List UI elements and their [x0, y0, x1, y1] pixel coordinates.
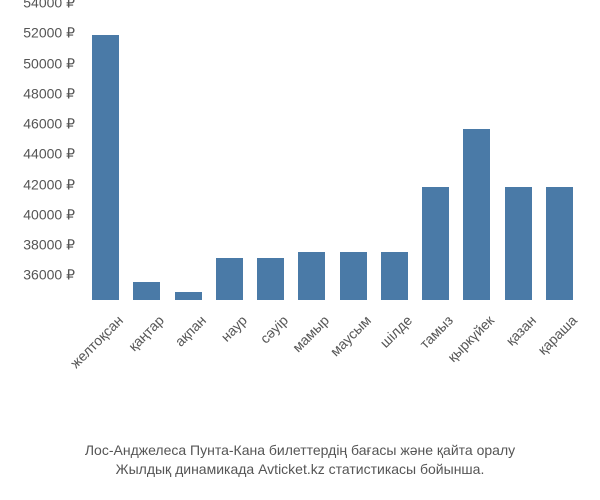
- y-tick-label: 52000 ₽: [23, 25, 75, 42]
- y-tick-label: 46000 ₽: [23, 116, 75, 133]
- y-tick-label: 54000 ₽: [23, 0, 75, 12]
- y-tick-label: 42000 ₽: [23, 176, 75, 193]
- y-tick-label: 50000 ₽: [23, 55, 75, 72]
- bars-group: [85, 20, 580, 300]
- y-tick-label: 44000 ₽: [23, 146, 75, 163]
- bar: [257, 258, 284, 300]
- y-tick-label: 38000 ₽: [23, 237, 75, 254]
- bar: [298, 252, 325, 300]
- bar: [340, 252, 367, 300]
- bar: [216, 258, 243, 300]
- y-tick-label: 48000 ₽: [23, 85, 75, 102]
- bar: [381, 252, 408, 300]
- caption-line-2: Жылдық динамикада Avticket.kz статистика…: [0, 460, 600, 480]
- bar: [422, 187, 449, 301]
- bar: [133, 282, 160, 300]
- bar: [175, 292, 202, 300]
- bar: [546, 187, 573, 301]
- y-tick-label: 40000 ₽: [23, 206, 75, 223]
- price-chart: 36000 ₽ 38000 ₽ 40000 ₽ 42000 ₽ 44000 ₽ 46000…: [10, 10, 590, 430]
- plot-area: [85, 20, 580, 300]
- y-axis: 36000 ₽ 38000 ₽ 40000 ₽ 42000 ₽ 44000 ₽ 46000…: [10, 20, 80, 300]
- y-tick-label: 36000 ₽: [23, 267, 75, 284]
- bar: [92, 35, 119, 300]
- bar: [505, 187, 532, 301]
- caption-line-1: Лос-Анджелеса Пунта-Кана билеттердің бағ…: [0, 441, 600, 461]
- x-axis-labels: желтоқсанқаңтарақпаннаурсәуірмамырмаусым…: [85, 305, 580, 425]
- bar: [463, 129, 490, 300]
- chart-caption: Лос-Анджелеса Пунта-Кана билеттердің бағ…: [0, 441, 600, 480]
